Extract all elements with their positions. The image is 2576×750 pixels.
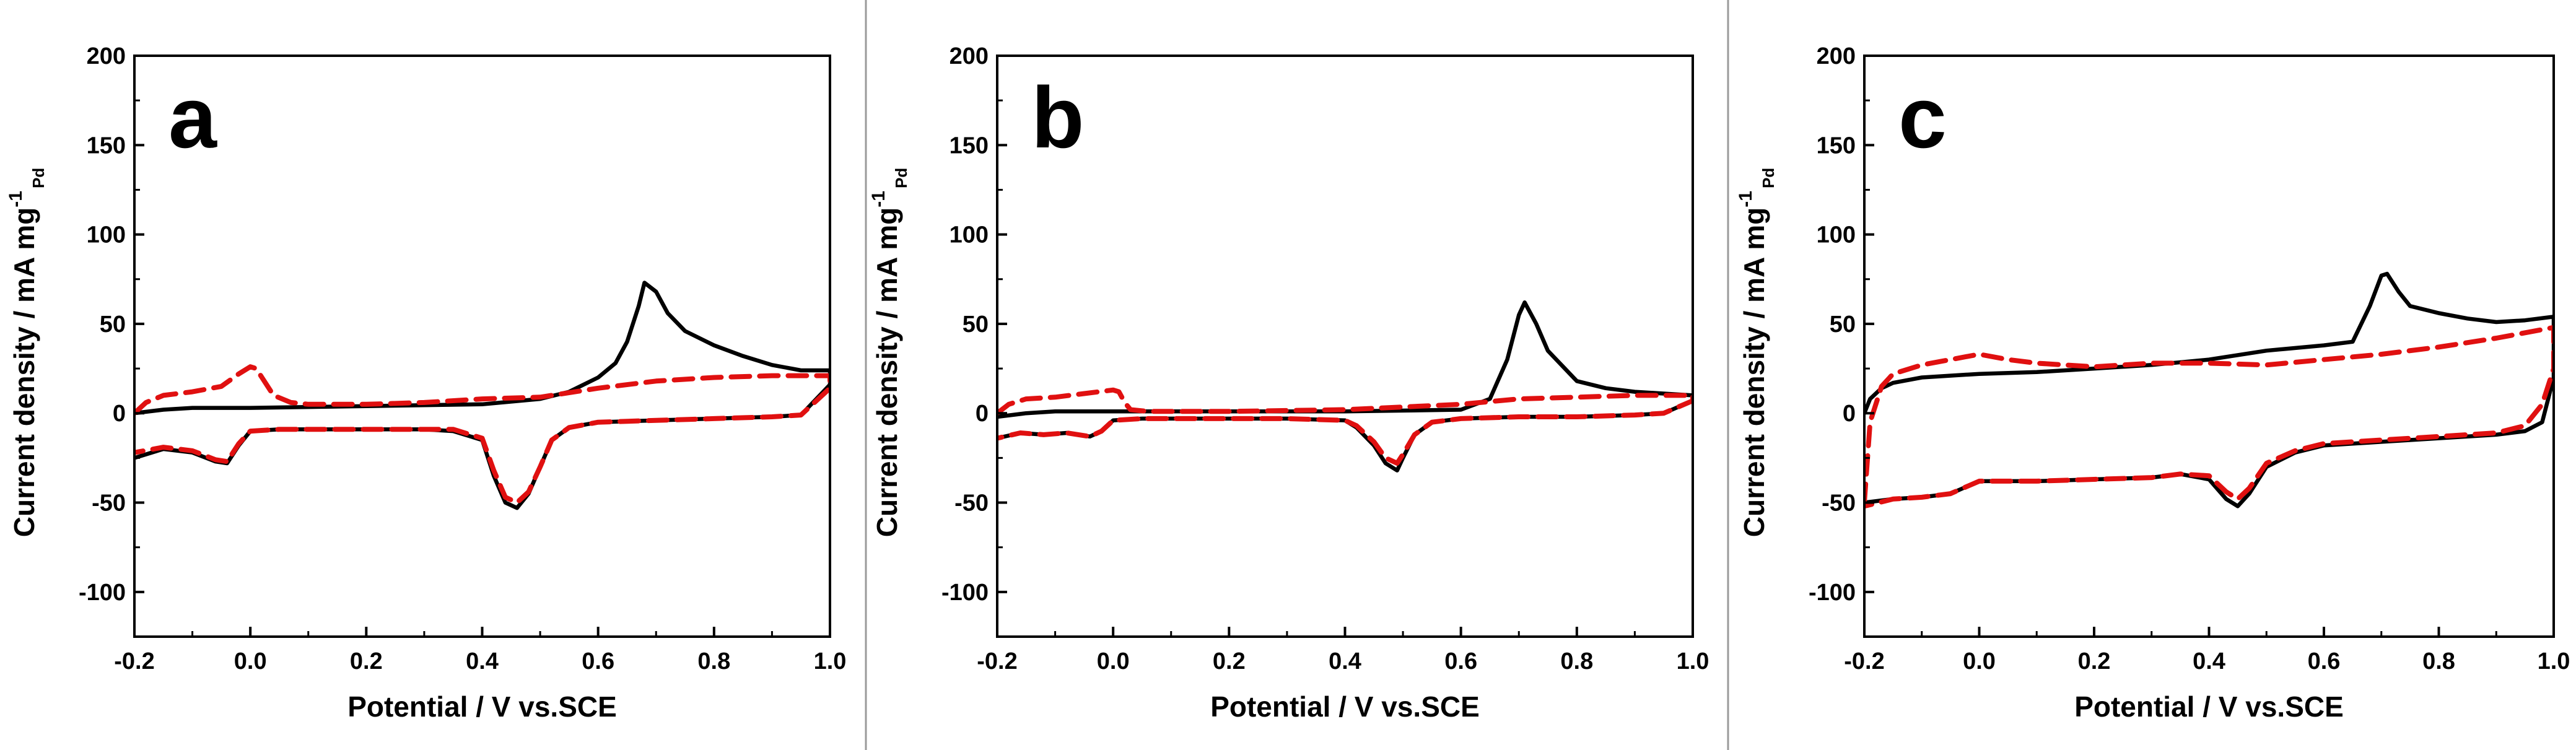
plot-frame [996,55,1694,638]
x-tick-label: 0.6 [582,648,614,674]
series-solid-line [1864,271,2554,508]
x-tick-label: 0.2 [1213,648,1246,674]
x-tick-label: 0.0 [234,648,267,674]
x-axis-label: Potential / V vs.SCE [2074,691,2344,723]
x-tick-label: 1.0 [1677,648,1709,674]
chart-panel-c: -0.2 0.0 0.2 0.4 0.6 0.8 1.0 -100 -50 0 50 100 150 20… [1736,43,2570,723]
y-axis-label-main: Current density / mA mg [1738,207,1770,537]
x-tick-label: 0.4 [466,648,499,674]
x-tick-label: -0.2 [1844,648,1884,674]
x-tick-label: 0.0 [1097,648,1130,674]
y-tick-label: 200 [950,43,989,69]
x-tick-label: 0.4 [1329,648,1361,674]
y-tick-label: -50 [1822,491,1856,517]
y-axis-label-sub: Pd [1759,168,1778,188]
y-tick-label: 0 [1843,401,1856,427]
series-dashed-line [1864,325,2554,509]
y-tick-label: 150 [1817,133,1856,159]
x-tick-label: 1.0 [2538,648,2570,674]
y-axis-label-sup: -1 [1736,191,1756,207]
series-solid-line [134,281,830,510]
y-axis-label-main: Current density / mA mg [871,207,903,537]
y-axis-label-main: Current density / mA mg [8,207,40,537]
y-tick-label: -100 [941,580,989,606]
y-tick-label: 100 [87,222,126,248]
x-axis-label: Potential / V vs.SCE [347,691,617,723]
x-axis-label: Potential / V vs.SCE [1210,691,1480,723]
x-tick-label: 0.4 [2193,648,2225,674]
y-axis-label: Current density / mA mg-1Pd [1736,168,1778,537]
y-tick-label: -100 [79,580,126,606]
x-tick-label: 0.2 [350,648,383,674]
y-tick-label: -50 [954,491,989,517]
plot-frame [133,55,831,638]
panel-letter: b [1031,69,1085,166]
chart-panel-b: -0.2 0.0 0.2 0.4 0.6 0.8 1.0 -100 -50 0 50 100 150 20… [868,43,1709,723]
x-tick-label: -0.2 [114,648,154,674]
y-tick-label: 150 [87,133,126,159]
x-tick-label: 0.8 [2422,648,2455,674]
y-tick-label: 150 [950,133,989,159]
series-dashed-line [997,387,1693,466]
y-tick-label: 0 [976,401,989,427]
y-tick-label: 100 [950,222,989,248]
y-tick-label: 50 [100,312,126,338]
y-axis-label: Current density / mA mg-1Pd [6,168,48,537]
y-axis-label-sub: Pd [29,168,48,188]
series-solid-line [997,300,1693,473]
x-tick-label: 0.6 [1444,648,1477,674]
y-axis-label-sub: Pd [892,168,910,188]
y-axis-label-sup: -1 [6,191,26,207]
y-tick-label: 0 [113,401,126,427]
y-tick-label: 200 [1817,43,1856,69]
series-dashed-line [134,364,830,505]
x-tick-label: 0.0 [1963,648,1996,674]
panel-letter: a [168,69,217,166]
y-tick-label: -100 [1809,580,1856,606]
x-tick-label: 0.8 [697,648,730,674]
x-tick-label: 0.6 [2308,648,2341,674]
chart-panel-a: -0.2 0.0 0.2 0.4 0.6 0.8 1.0 -100 -50 0 50 100 150 20… [6,43,846,723]
panel-letter: c [1898,69,1947,166]
y-tick-label: 50 [963,312,989,338]
y-tick-label: 50 [1830,312,1856,338]
x-tick-label: -0.2 [977,648,1017,674]
y-axis-label-sup: -1 [868,191,889,207]
x-tick-label: 1.0 [814,648,847,674]
y-tick-label: 100 [1817,222,1856,248]
y-tick-label: 200 [87,43,126,69]
x-tick-label: 0.2 [2078,648,2111,674]
x-tick-label: 0.8 [1560,648,1593,674]
y-axis-label: Current density / mA mg-1Pd [868,168,910,537]
y-tick-label: -50 [92,491,126,517]
